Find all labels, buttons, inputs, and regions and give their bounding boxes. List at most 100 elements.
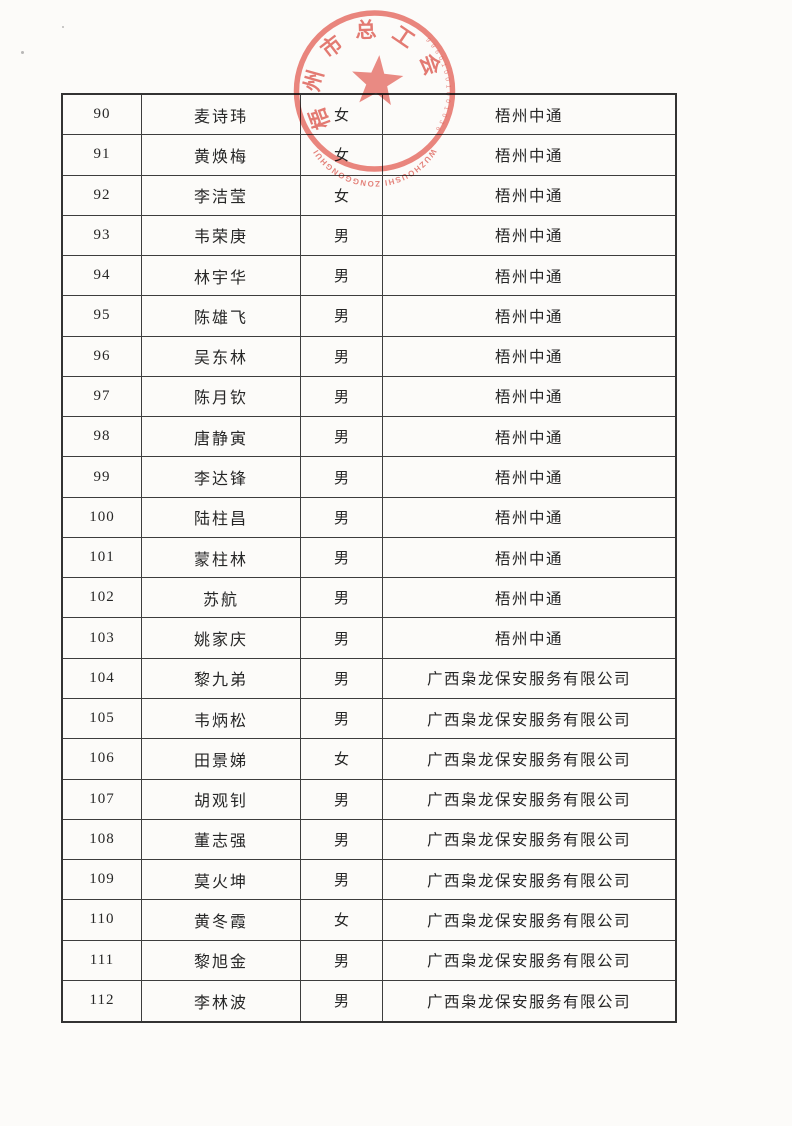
company-cell: 广西枭龙保安服务有限公司 <box>383 699 675 740</box>
company-cell: 梧州中通 <box>383 216 675 257</box>
row-number-cell: 90 <box>63 95 142 136</box>
table-row: 96 吴东林男梧州中通 <box>63 336 675 377</box>
row-number-cell: 103 <box>63 618 142 659</box>
row-number-cell: 104 <box>63 658 142 699</box>
table-row: 112 李林波男 广西枭龙保安服务有限公司 <box>63 980 675 1022</box>
company-cell: 广西枭龙保安服务有限公司 <box>383 780 675 820</box>
table-row: 93 韦荣庚男梧州中通 <box>63 215 675 257</box>
gender-cell: 男 <box>301 698 383 740</box>
gender-cell: 男 <box>301 658 383 699</box>
company-cell: 梧州中通 <box>383 95 675 136</box>
company-cell: 广西枭龙保安服务有限公司 <box>383 739 675 780</box>
company-cell: 广西枭龙保安服务有限公司 <box>383 659 675 699</box>
gender-cell: 男 <box>301 537 383 579</box>
name-cell: 陆柱昌 <box>142 497 301 538</box>
table-row: 103 姚家庆男梧州中通 <box>63 618 675 659</box>
row-number-cell: 109 <box>63 860 142 901</box>
name-cell: 林宇华 <box>142 256 301 297</box>
gender-cell: 男 <box>301 376 383 418</box>
table-row: 110 黄冬霞女广西枭龙保安服务有限公司 <box>63 900 675 941</box>
company-cell: 梧州中通 <box>383 256 675 297</box>
row-number-cell: 93 <box>63 215 142 257</box>
table-row: 99 李达锋男梧州中通 <box>63 457 675 498</box>
scan-speck <box>21 51 24 54</box>
row-number-cell: 106 <box>63 739 142 780</box>
gender-cell: 男 <box>301 256 383 297</box>
company-cell: 梧州中通 <box>383 135 675 176</box>
gender-cell: 男 <box>301 578 383 619</box>
name-cell: 陈月钦 <box>142 376 301 418</box>
name-cell: 黄冬霞 <box>142 900 301 941</box>
table-row: 108 董志强男广西枭龙保安服务有限公司 <box>63 819 675 861</box>
gender-cell: 男 <box>301 215 383 257</box>
gender-cell: 男 <box>301 940 383 981</box>
row-number-cell: 102 <box>63 578 142 619</box>
name-cell: 姚家庆 <box>142 618 301 659</box>
table-row: 92 李洁莹女梧州中通 <box>63 175 675 216</box>
company-cell: 广西枭龙保安服务有限公司 <box>383 900 675 941</box>
table-row: 101 蒙柱林男梧州中通 <box>63 537 675 579</box>
gender-cell: 男 <box>301 980 383 1022</box>
company-cell: 梧州中通 <box>383 296 675 337</box>
name-cell: 唐静寅 <box>142 417 301 458</box>
table-row: 98 唐静寅男梧州中通 <box>63 417 675 458</box>
gender-cell: 男 <box>301 618 383 659</box>
gender-cell: 女 <box>301 175 383 216</box>
company-cell: 广西枭龙保安服务有限公司 <box>426 993 631 1011</box>
row-number-cell: 108 <box>63 819 142 861</box>
table-row: 100 陆柱昌男梧州中通 <box>63 497 675 538</box>
company-cell: 广西枭龙保安服务有限公司 <box>383 941 675 981</box>
gender-cell: 女 <box>301 95 383 136</box>
row-number-cell: 98 <box>63 417 142 458</box>
row-number-cell: 95 <box>63 296 142 337</box>
name-cell: 黎旭金 <box>142 940 301 981</box>
name-cell: 黄焕梅 <box>142 135 301 176</box>
table-row: 111 黎旭金男广西枭龙保安服务有限公司 <box>63 940 675 981</box>
gender-cell: 男 <box>301 296 383 337</box>
row-number-cell: 107 <box>63 779 142 820</box>
name-cell: 莫火坤 <box>142 860 301 901</box>
table-row: 97 陈月钦男梧州中通 <box>63 376 675 418</box>
gender-cell: 男 <box>301 457 383 498</box>
table-row: 109 莫火坤男广西枭龙保安服务有限公司 <box>63 860 675 901</box>
row-number-cell: 92 <box>63 175 142 216</box>
row-number-cell: 110 <box>63 900 142 941</box>
company-cell: 广西枭龙保安服务有限公司 <box>383 860 675 901</box>
row-number-cell: 91 <box>63 135 142 176</box>
table-row: 104 黎九弟男广西枭龙保安服务有限公司 <box>63 658 675 699</box>
row-number-cell: 97 <box>63 376 142 418</box>
name-cell: 吴东林 <box>142 336 301 377</box>
table-row: 90 麦诗玮女梧州中通 <box>63 95 675 136</box>
gender-cell: 男 <box>301 819 383 861</box>
row-number-cell: 112 <box>63 980 142 1022</box>
gender-cell: 女 <box>301 900 383 941</box>
gender-cell: 女 <box>301 135 383 176</box>
company-cell: 梧州中通 <box>383 457 675 498</box>
name-cell: 韦炳松 <box>142 698 301 740</box>
company-cell: 梧州中通 <box>383 578 675 619</box>
company-cell: 梧州中通 <box>383 377 675 418</box>
table-row: 102 苏航男梧州中通 <box>63 578 675 619</box>
gender-cell: 男 <box>301 779 383 820</box>
gender-cell: 男 <box>301 336 383 377</box>
name-cell: 陈雄飞 <box>142 296 301 337</box>
company-cell: 梧州中通 <box>383 337 675 377</box>
row-number-cell: 99 <box>63 457 142 498</box>
table-row: 95 陈雄飞男梧州中通 <box>63 296 675 337</box>
table-row: 105 韦炳松男广西枭龙保安服务有限公司 <box>63 698 675 740</box>
name-cell: 苏航 <box>142 578 301 619</box>
table-row: 91 黄焕梅女梧州中通 <box>63 135 675 176</box>
row-number-cell: 96 <box>63 336 142 377</box>
scan-speck <box>62 26 64 28</box>
roster-table: 90 麦诗玮女梧州中通 91 黄焕梅女梧州中通 92 李洁莹女梧州中通 93 韦荣庚男梧州中通… <box>61 93 677 1023</box>
row-number-cell: 100 <box>63 497 142 538</box>
company-cell: 梧州中通 <box>383 176 675 216</box>
name-cell: 蒙柱林 <box>142 537 301 579</box>
row-number-cell: 111 <box>63 940 142 981</box>
name-cell: 黎九弟 <box>142 658 301 699</box>
gender-cell: 男 <box>301 860 383 901</box>
name-cell: 李洁莹 <box>142 175 301 216</box>
table-row: 94 林宇华男梧州中通 <box>63 256 675 297</box>
company-cell: 梧州中通 <box>383 618 675 659</box>
table-row: 107 胡观钊男广西枭龙保安服务有限公司 <box>63 779 675 820</box>
